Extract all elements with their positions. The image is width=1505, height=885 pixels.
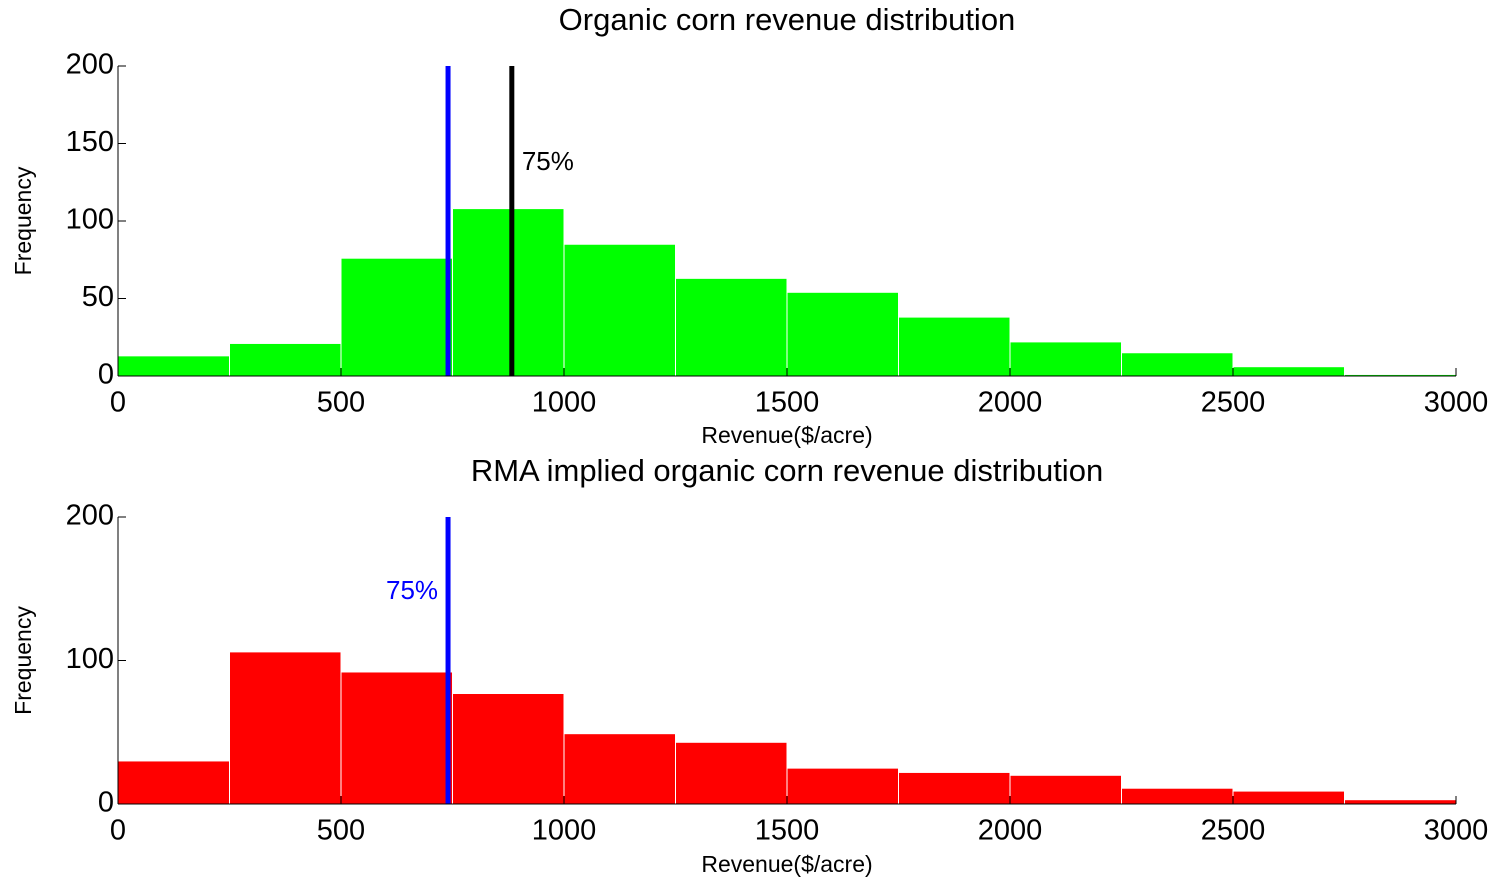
bar (675, 741, 788, 805)
chart-title: Organic corn revenue distribution (559, 2, 1016, 37)
x-tick-label: 1000 (532, 387, 597, 419)
y-tick-label: 200 (66, 500, 114, 532)
bar (563, 733, 676, 805)
bar (1344, 799, 1457, 805)
x-tick-label: 2500 (1201, 387, 1266, 419)
x-tick-label: 1500 (755, 387, 820, 419)
x-tick-label: 3000 (1424, 387, 1489, 419)
x-axis-label: Revenue($/acre) (701, 851, 872, 877)
y-tick-label: 200 (66, 49, 114, 81)
x-tick-label: 0 (110, 387, 126, 419)
bar (898, 316, 1011, 377)
y-tick-label: 100 (66, 643, 114, 675)
chart-title: RMA implied organic corn revenue distrib… (471, 453, 1103, 488)
bar (229, 342, 342, 377)
bar (1009, 341, 1122, 377)
x-tick-label: 2000 (978, 815, 1043, 847)
bar (1232, 366, 1345, 377)
bar (117, 760, 230, 805)
bar (786, 767, 899, 805)
y-tick-label: 0 (98, 359, 114, 391)
x-tick-label: 500 (317, 387, 365, 419)
x-tick-label: 2000 (978, 387, 1043, 419)
y-tick-label: 150 (66, 126, 114, 158)
x-tick-label: 3000 (1424, 815, 1489, 847)
annotation: 75% (522, 146, 574, 176)
bar (786, 291, 899, 377)
x-tick-label: 1000 (532, 815, 597, 847)
x-tick-label: 500 (317, 815, 365, 847)
bar (452, 693, 565, 805)
bar (675, 277, 788, 377)
annotation: 75% (386, 575, 438, 605)
y-tick-label: 50 (82, 281, 114, 313)
y-tick-label: 100 (66, 204, 114, 236)
bar (117, 355, 230, 377)
bar (229, 651, 342, 805)
x-axis-label: Revenue($/acre) (701, 422, 872, 448)
bar (1232, 790, 1345, 805)
y-axis-label: Frequency (10, 606, 36, 715)
x-tick-label: 1500 (755, 815, 820, 847)
bar (898, 771, 1011, 805)
bar (1121, 352, 1234, 377)
y-axis-label: Frequency (10, 166, 36, 275)
x-tick-label: 0 (110, 815, 126, 847)
bar (340, 257, 453, 377)
bar (1121, 787, 1234, 805)
bar (563, 243, 676, 377)
bar (1009, 774, 1122, 805)
x-tick-label: 2500 (1201, 815, 1266, 847)
bar (452, 208, 565, 377)
y-tick-label: 0 (98, 787, 114, 819)
bar (340, 671, 453, 805)
